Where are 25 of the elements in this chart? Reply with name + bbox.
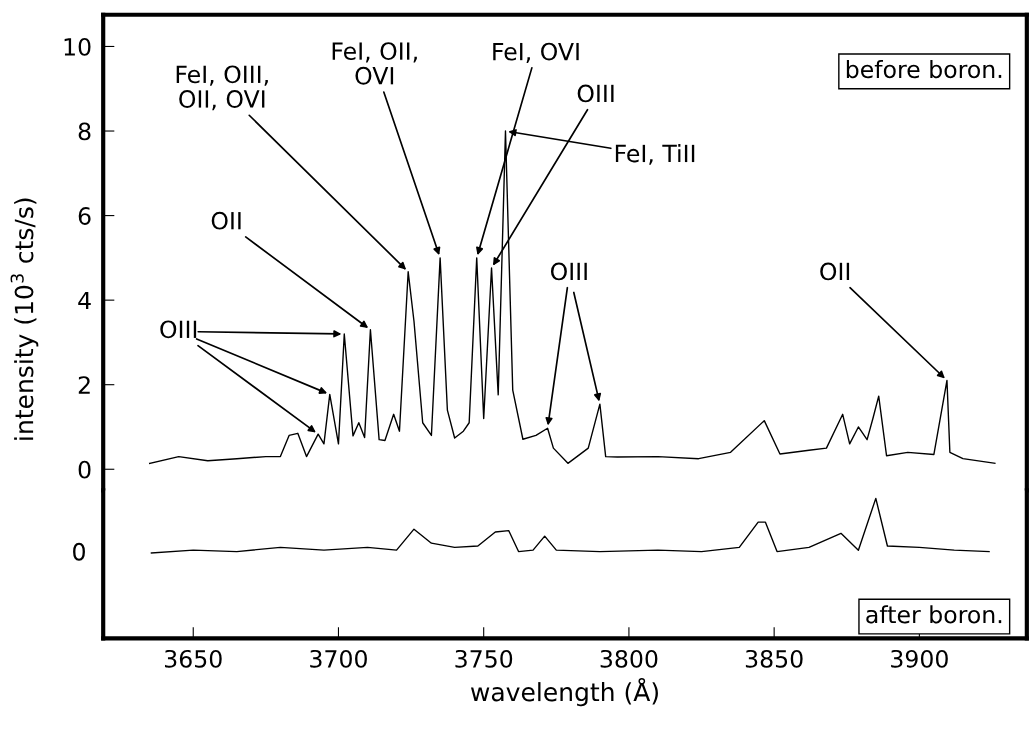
annotation: FeI, OVI bbox=[493, 42, 579, 63]
x-tick-label: 3700 bbox=[310, 649, 367, 668]
annotation: FeI, TiII bbox=[615, 144, 695, 165]
x-tick-label: 3650 bbox=[165, 649, 222, 668]
y-tick-label: 8 bbox=[78, 122, 91, 141]
annotation: FeI, OIII, OII, OVI bbox=[176, 65, 268, 111]
annotation: after boron. bbox=[866, 605, 1002, 624]
x-tick-label: 3850 bbox=[745, 649, 803, 668]
y-tick-label: 2 bbox=[78, 376, 90, 394]
x-axis-title: wavelength (Å) bbox=[470, 677, 658, 707]
x-tick-label: 3900 bbox=[891, 649, 948, 668]
y-tick-label: 0 bbox=[78, 460, 91, 479]
y-tick-label: 10 bbox=[64, 37, 91, 56]
annotation: OIII bbox=[160, 320, 197, 339]
annotation: before boron. bbox=[846, 59, 1002, 79]
y-tick-label: 6 bbox=[78, 207, 91, 225]
x-tick-label: 3750 bbox=[455, 649, 513, 668]
x-tick-label: 3800 bbox=[600, 649, 658, 668]
annotation: OII bbox=[820, 262, 850, 281]
annotation: OIII bbox=[550, 262, 587, 281]
y-axis-title: intensity (10$^{3}$ cts/s) bbox=[10, 198, 39, 440]
annotation: OIII bbox=[577, 84, 614, 103]
y-tick-label: 4 bbox=[78, 291, 91, 310]
annotation: OII bbox=[211, 211, 241, 230]
annotation: FeI, OII, OVI bbox=[332, 42, 417, 85]
